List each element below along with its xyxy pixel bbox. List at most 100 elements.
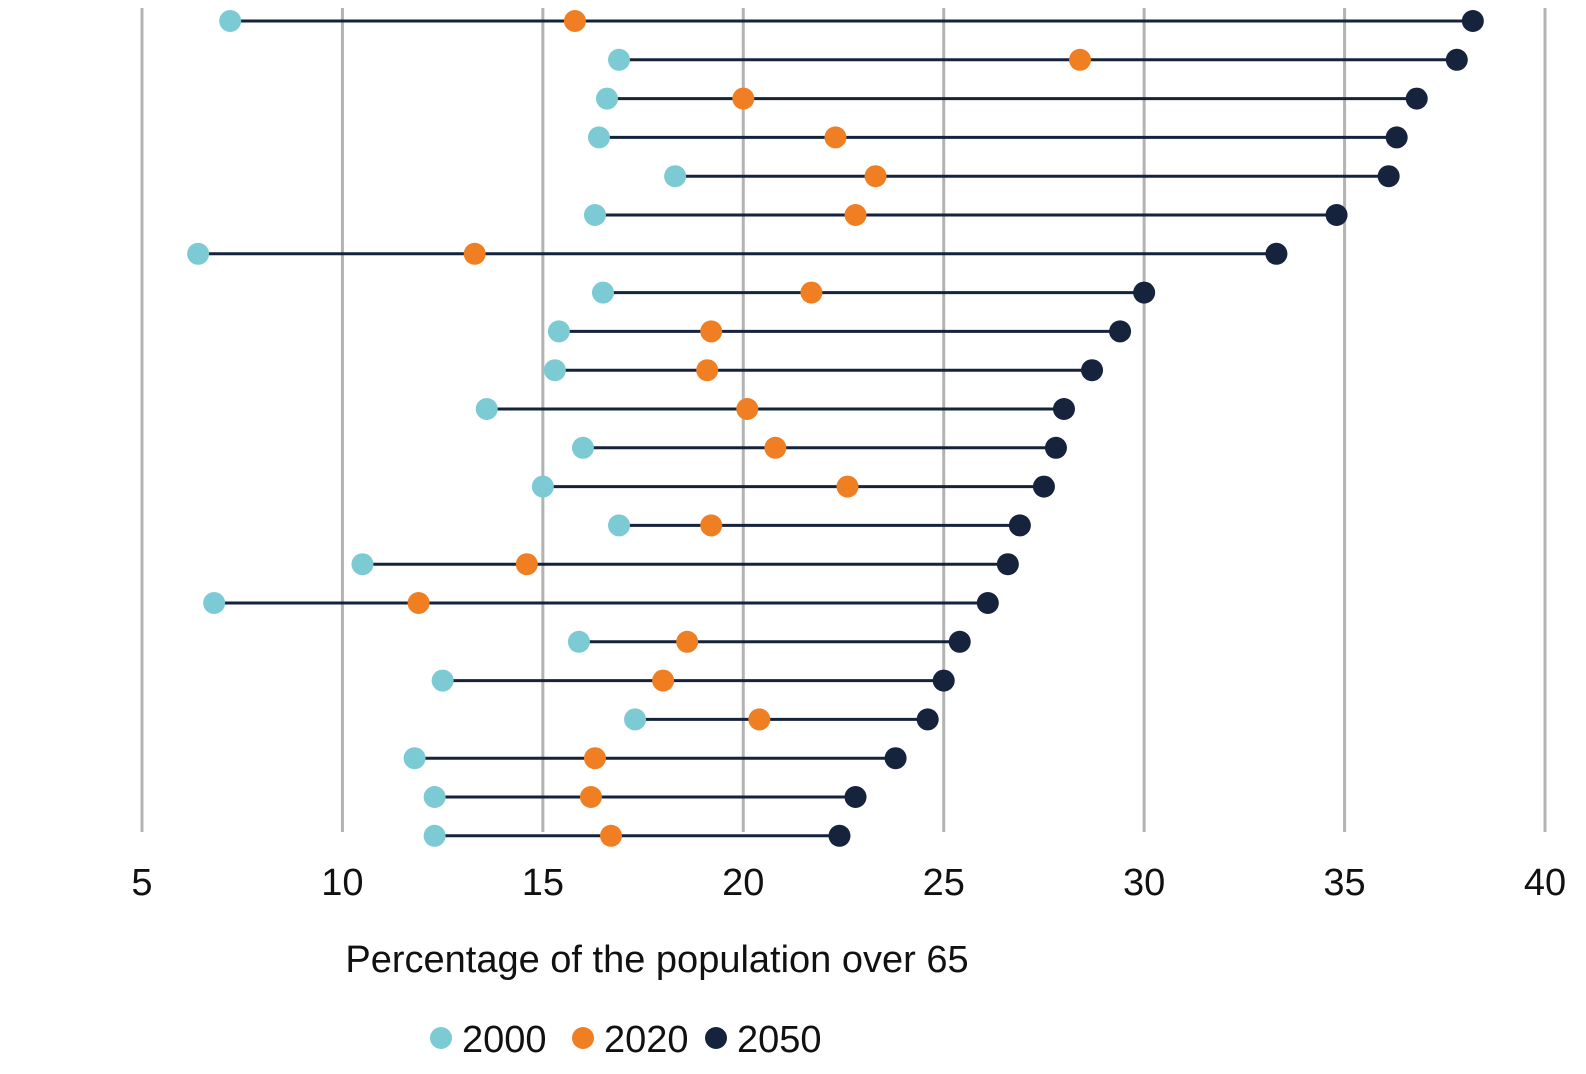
row-9 — [547, 320, 1132, 343]
legend-label: 2000 — [462, 1019, 547, 1061]
point-2000 — [423, 824, 446, 847]
point-2000 — [591, 281, 614, 304]
legend: 2000 2020 2050 — [430, 1019, 822, 1061]
point-2020 — [407, 592, 430, 614]
point-2050 — [1109, 320, 1132, 343]
legend-label: 2050 — [737, 1019, 822, 1061]
point-2000 — [431, 669, 454, 692]
point-2020 — [652, 669, 675, 692]
point-2020 — [515, 553, 538, 576]
point-2000 — [571, 436, 594, 459]
point-2000 — [595, 87, 618, 110]
point-2050 — [1052, 398, 1075, 420]
x-tick-label-15: 15 — [522, 862, 564, 904]
point-2050 — [844, 786, 867, 808]
point-2000 — [608, 48, 631, 71]
point-2050 — [1044, 436, 1067, 459]
point-2050 — [884, 747, 907, 770]
legend-marker — [430, 1027, 452, 1049]
point-2000 — [203, 592, 226, 614]
point-2050 — [1405, 87, 1428, 110]
row-18 — [431, 669, 955, 692]
x-tick-label-40: 40 — [1524, 862, 1566, 904]
row-8 — [591, 281, 1156, 304]
legend-item-2050: 2050 — [705, 1019, 822, 1061]
x-tick-label-20: 20 — [722, 862, 764, 904]
row-10 — [543, 359, 1104, 382]
row-7 — [187, 242, 1288, 265]
point-2020 — [676, 630, 699, 653]
row-12 — [571, 436, 1067, 459]
point-2050 — [976, 592, 999, 614]
point-2020 — [700, 320, 723, 343]
x-tick-label-10: 10 — [321, 862, 363, 904]
row-2 — [608, 48, 1468, 71]
legend-marker — [572, 1027, 594, 1049]
legend-item-2020: 2020 — [572, 1019, 689, 1061]
row-11 — [475, 398, 1075, 420]
point-2050 — [916, 708, 939, 731]
point-2050 — [1133, 281, 1156, 304]
row-15 — [351, 553, 1019, 576]
x-tick-label-5: 5 — [131, 862, 152, 904]
point-2000 — [664, 165, 687, 188]
point-2050 — [828, 824, 851, 847]
point-2050 — [1461, 10, 1484, 32]
row-4 — [587, 126, 1408, 149]
row-13 — [531, 475, 1055, 498]
row-21 — [423, 786, 867, 808]
point-2020 — [800, 281, 823, 304]
point-2020 — [736, 398, 759, 420]
point-2000 — [423, 786, 446, 808]
point-2050 — [948, 630, 971, 653]
row-17 — [567, 630, 971, 653]
point-2020 — [579, 786, 602, 808]
row-20 — [403, 747, 907, 770]
x-axis-ticks: 5 10 15 20 25 30 35 40 — [131, 862, 1566, 904]
point-2000 — [351, 553, 374, 576]
point-2020 — [600, 824, 623, 847]
legend-label: 2020 — [604, 1019, 689, 1061]
point-2050 — [1445, 48, 1468, 71]
point-2020 — [583, 747, 606, 770]
legend-marker — [705, 1027, 727, 1049]
point-2050 — [1385, 126, 1408, 149]
point-2020 — [844, 204, 867, 226]
x-tick-label-30: 30 — [1123, 862, 1165, 904]
point-2050 — [1081, 359, 1104, 382]
point-2050 — [1265, 242, 1288, 265]
point-2000 — [187, 242, 210, 265]
x-tick-label-35: 35 — [1323, 862, 1365, 904]
point-2020 — [748, 708, 771, 731]
row-1 — [219, 10, 1484, 32]
point-2000 — [475, 398, 498, 420]
row-19 — [624, 708, 939, 731]
point-2020 — [700, 514, 723, 537]
point-2020 — [563, 10, 586, 32]
legend-item-2000: 2000 — [430, 1019, 547, 1061]
row-14 — [608, 514, 1031, 537]
point-2000 — [547, 320, 570, 343]
point-2020 — [824, 126, 847, 149]
point-2050 — [1032, 475, 1055, 498]
row-22 — [423, 824, 851, 847]
row-5 — [664, 165, 1400, 188]
row-16 — [203, 592, 999, 614]
point-2020 — [764, 436, 787, 459]
point-2000 — [583, 204, 606, 226]
point-2050 — [996, 553, 1019, 576]
x-tick-label-25: 25 — [923, 862, 965, 904]
x-axis-title: Percentage of the population over 65 — [345, 939, 968, 981]
point-2020 — [864, 165, 887, 188]
row-3 — [595, 87, 1428, 110]
point-2000 — [531, 475, 554, 498]
point-2050 — [1325, 204, 1348, 226]
gridlines — [140, 8, 1547, 832]
point-2000 — [403, 747, 426, 770]
point-2020 — [836, 475, 859, 498]
point-2000 — [587, 126, 610, 149]
point-2020 — [1069, 48, 1092, 71]
point-2020 — [696, 359, 719, 382]
